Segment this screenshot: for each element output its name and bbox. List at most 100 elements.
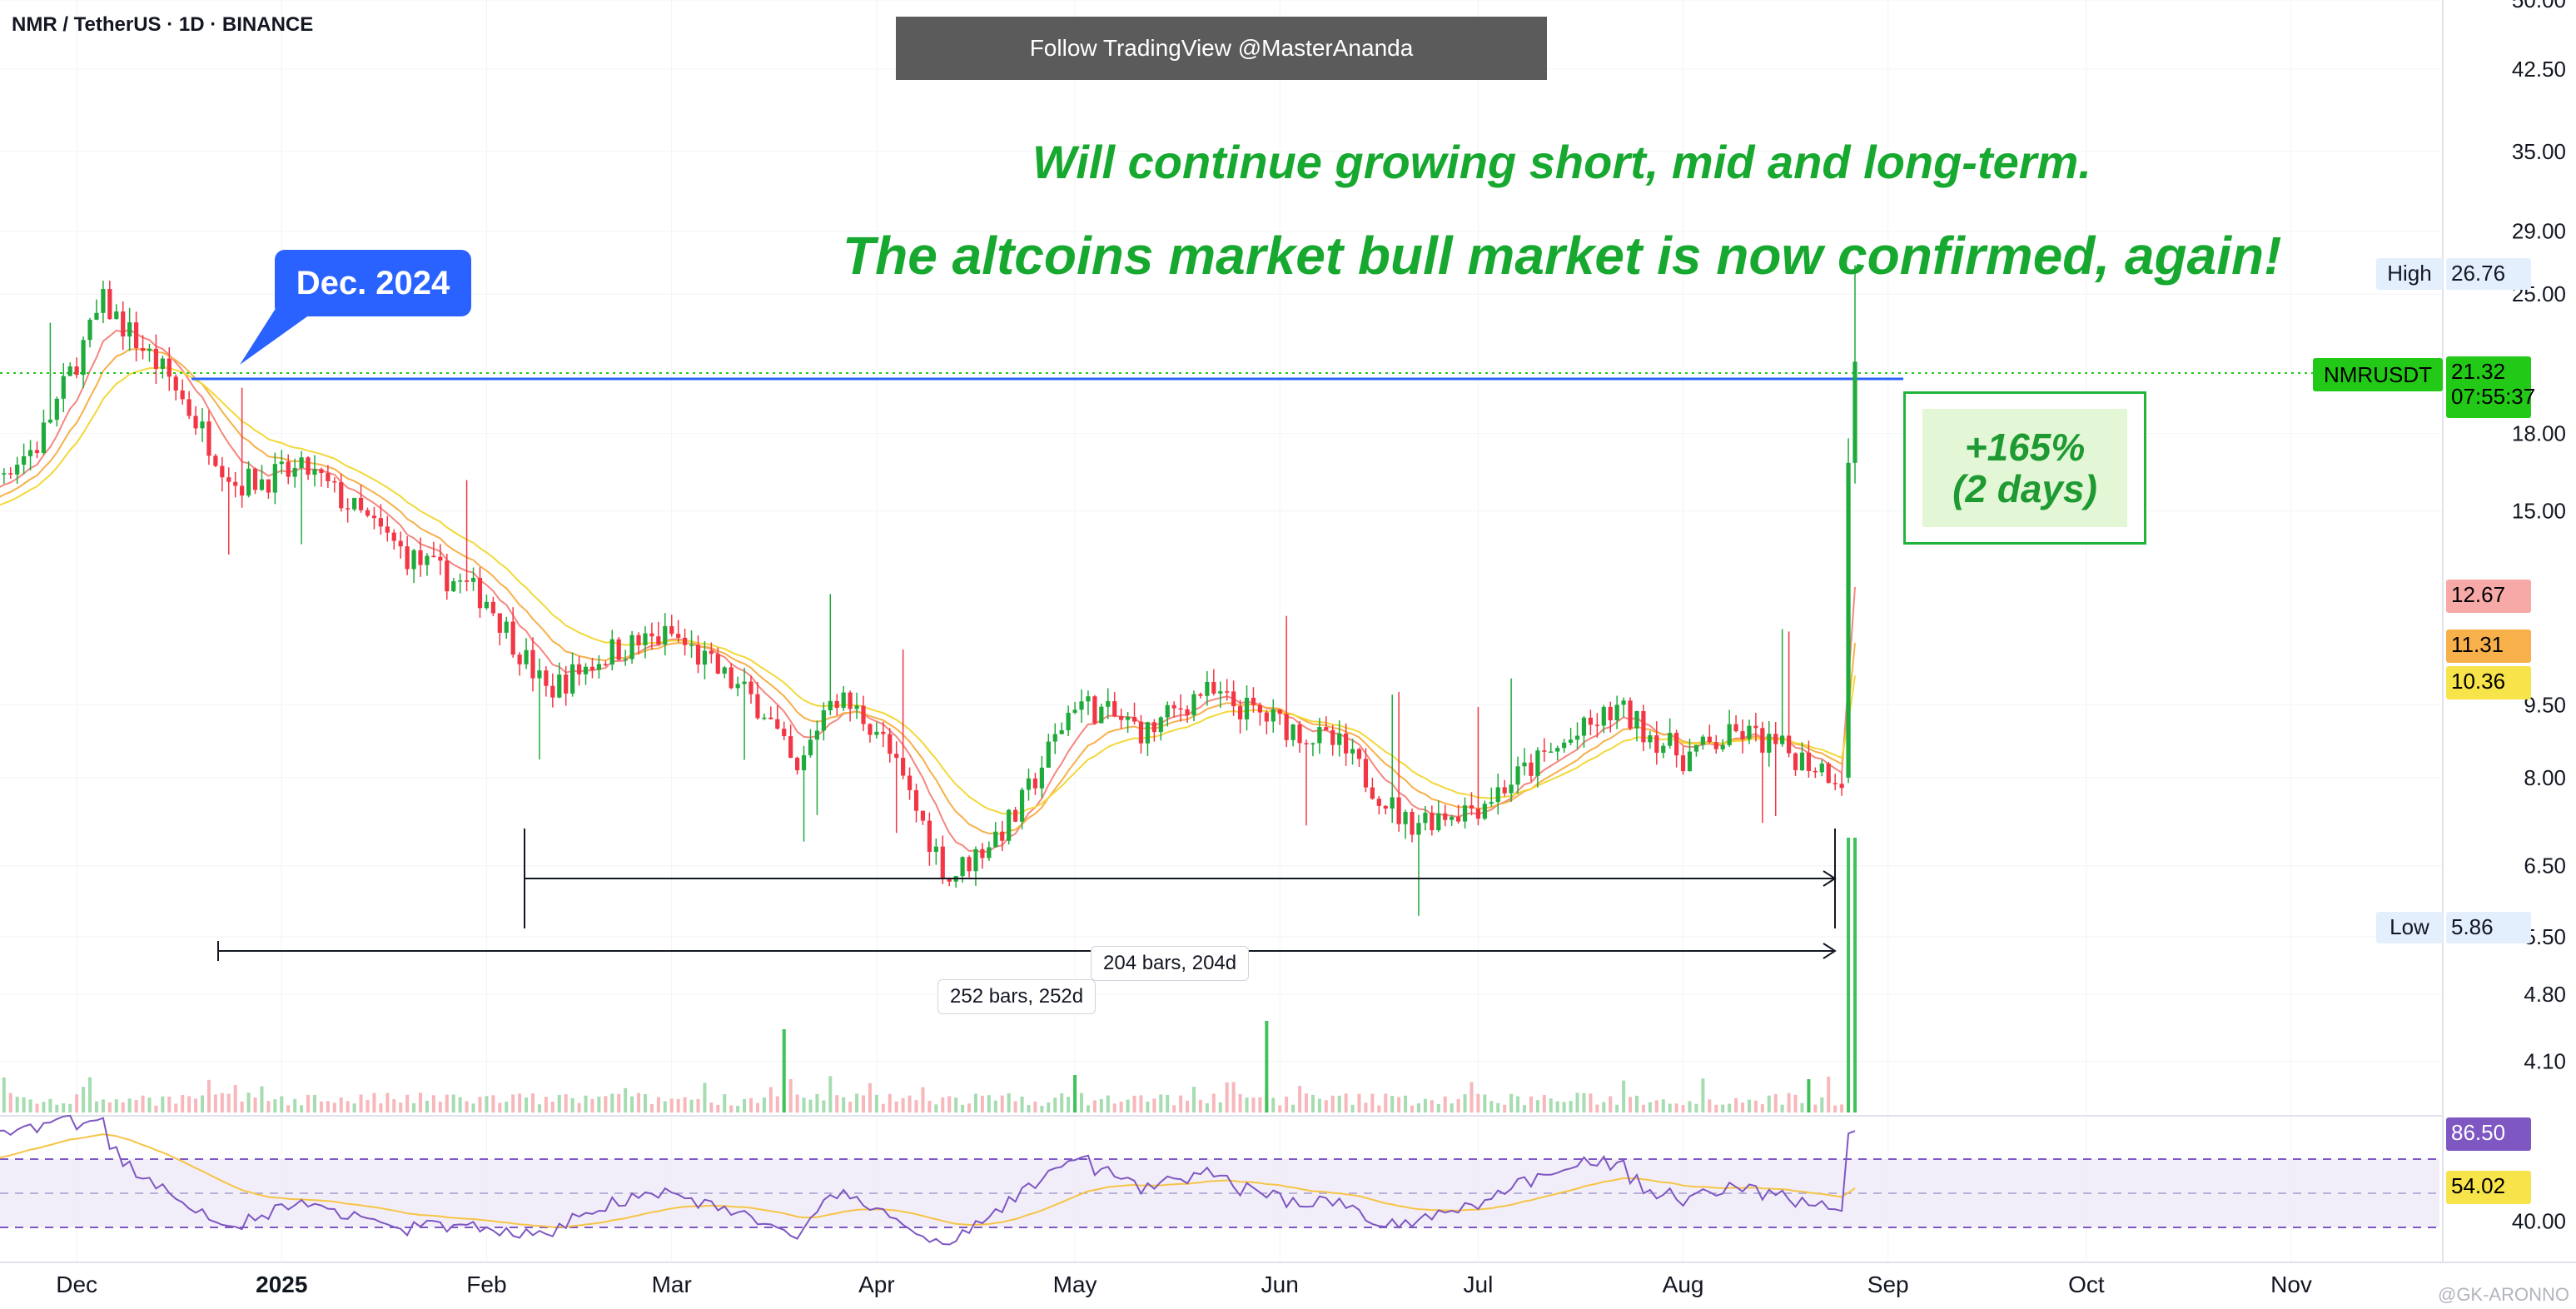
candle-body — [544, 670, 549, 686]
high-value: 26.76 — [2451, 261, 2505, 286]
volume-bar — [1641, 1104, 1645, 1112]
volume-bar — [1310, 1094, 1315, 1112]
candle-body — [67, 366, 72, 376]
candle-body — [246, 468, 251, 496]
candle-body — [1747, 725, 1752, 739]
time-tick-label: Nov — [2270, 1272, 2312, 1297]
candle-body — [445, 560, 450, 592]
ema1-badge-bg — [2446, 580, 2531, 613]
volume-bar — [1027, 1104, 1031, 1112]
volume-bar — [1172, 1105, 1176, 1112]
volume-bar — [1753, 1100, 1758, 1112]
candle-body — [180, 390, 185, 400]
volume-bar — [1020, 1096, 1024, 1112]
candle-body — [656, 636, 661, 645]
candle-body — [1450, 816, 1455, 820]
time-tick-label: Apr — [858, 1272, 895, 1297]
candle-body — [1780, 735, 1785, 744]
candle-body — [629, 635, 634, 659]
candle-body — [1733, 724, 1738, 732]
candle-body — [61, 376, 66, 399]
volume-bar — [1463, 1094, 1467, 1112]
candle-body — [1654, 735, 1659, 754]
ticker-badge-bg — [2313, 358, 2443, 391]
volume-bar — [82, 1087, 86, 1112]
candle-body — [292, 467, 297, 477]
volume-bar — [743, 1099, 747, 1112]
volume-bar — [280, 1096, 284, 1112]
volume-bar — [808, 1099, 813, 1112]
volume-bar — [775, 1096, 779, 1112]
volume-bar — [194, 1098, 198, 1112]
candle-body — [1648, 735, 1653, 743]
candle-body — [1376, 799, 1381, 806]
volume-bar — [1813, 1104, 1818, 1112]
candle-body — [1661, 745, 1666, 754]
volume-bar — [815, 1093, 819, 1112]
volume-bar — [498, 1102, 502, 1112]
volume-bar — [1747, 1099, 1751, 1112]
candle-body — [1846, 462, 1851, 778]
candle-body — [1211, 681, 1216, 694]
ema2-badge-bg — [2446, 630, 2531, 663]
candle-body — [470, 578, 476, 582]
candle-body — [259, 479, 265, 490]
candle-body — [490, 601, 495, 614]
candle-body — [616, 639, 621, 660]
candle-body — [1522, 762, 1527, 767]
volume-bar — [15, 1097, 19, 1112]
volume-bar — [1040, 1105, 1044, 1112]
candle-body — [1330, 729, 1335, 745]
candle-body — [1628, 700, 1633, 729]
follow-banner[interactable]: Follow TradingView @MasterAnanda — [896, 17, 1547, 80]
candle-body — [411, 550, 416, 570]
volume-bar — [987, 1095, 991, 1112]
volume-bar — [1423, 1098, 1427, 1112]
candle-body — [709, 650, 714, 654]
volume-bar — [438, 1101, 442, 1112]
volume-bar — [141, 1095, 145, 1112]
candle-body — [848, 692, 853, 709]
candle-body — [1264, 712, 1269, 722]
time-tick-label: Oct — [2068, 1272, 2105, 1297]
candle-body — [1574, 735, 1580, 740]
volume-bar — [1132, 1095, 1136, 1112]
volume-bar — [1251, 1097, 1256, 1112]
volume-bar — [505, 1102, 509, 1112]
volume-bar — [557, 1094, 561, 1112]
volume-bar — [649, 1103, 654, 1112]
headline-growth: Will continue growing short, mid and lon… — [1032, 136, 2091, 188]
price-tick-label: 4.80 — [2524, 982, 2566, 1007]
volume-bar — [181, 1094, 185, 1112]
candle-body — [762, 717, 767, 719]
candle-body — [352, 497, 357, 510]
candle-body — [378, 518, 383, 527]
volume-bar — [1629, 1097, 1633, 1112]
volume-bar — [1648, 1102, 1652, 1112]
candle-body — [358, 497, 364, 510]
candle-body — [1767, 734, 1772, 753]
candle-body — [788, 736, 793, 759]
candle-body — [1410, 812, 1415, 835]
volume-bar — [828, 1076, 833, 1112]
candle-body — [252, 468, 258, 490]
candle-body — [901, 758, 906, 776]
candle-body — [299, 457, 304, 468]
volume-bar — [630, 1096, 634, 1112]
candle-body — [1634, 710, 1639, 729]
candle-body — [41, 422, 47, 453]
candle-body — [134, 322, 139, 349]
candle-body — [167, 358, 172, 377]
candle-body — [1793, 753, 1798, 770]
volume-bar — [326, 1101, 330, 1112]
volume-bar — [1476, 1093, 1480, 1112]
candle-body — [947, 878, 952, 882]
volume-spike — [1073, 1075, 1077, 1112]
range-label-204: 204 bars, 204d — [1091, 946, 1250, 981]
candle-body — [814, 730, 820, 740]
candle-body — [1568, 739, 1574, 743]
candle-body — [1383, 805, 1388, 809]
volume-bar — [174, 1103, 178, 1112]
candle-body — [987, 847, 992, 859]
